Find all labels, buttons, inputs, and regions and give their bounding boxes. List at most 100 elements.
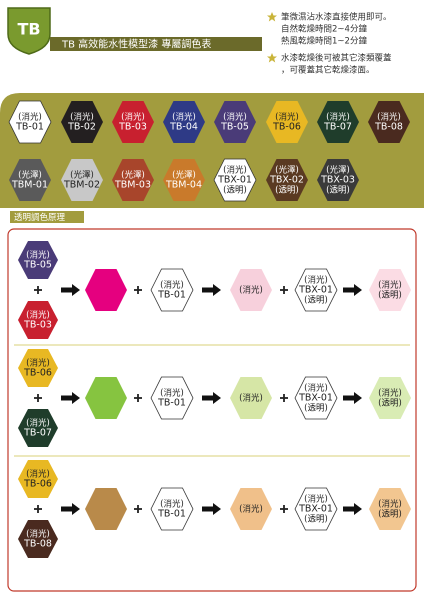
hex-finish: (消光) <box>239 393 263 404</box>
hexagon <box>230 377 272 419</box>
mix-hexagon <box>85 377 127 419</box>
logo-text: TB <box>17 20 40 39</box>
hex-code: TB-01 <box>157 290 186 301</box>
hexagon <box>317 159 359 201</box>
hex-note: (透明) <box>223 185 247 196</box>
star <box>267 53 277 63</box>
hexagon <box>163 101 205 143</box>
hex-note: (透明) <box>304 514 328 525</box>
hex-finish: (光澤) <box>172 170 196 181</box>
hex-note: (透明) <box>304 295 328 306</box>
star <box>267 12 277 22</box>
hex-finish: (消光) <box>26 358 50 369</box>
arrow <box>343 392 362 404</box>
hex-finish: (消光) <box>275 112 299 123</box>
section-bar <box>10 211 84 223</box>
hex-finish: (光澤) <box>275 165 299 176</box>
hex-code: TBX-03 <box>320 175 355 186</box>
hex-finish: (消光) <box>18 112 42 123</box>
hexagon <box>369 488 411 530</box>
hex-code: TBX-01 <box>298 393 333 404</box>
mix-hexagon <box>85 269 127 311</box>
palette-panel <box>0 93 424 208</box>
hexagon <box>61 159 103 201</box>
recipe-box <box>7 228 417 592</box>
arrow <box>61 503 80 515</box>
hex-code: TB-07 <box>323 122 352 133</box>
hex-code: TBM-03 <box>114 180 151 191</box>
hex-code: TBM-04 <box>165 180 202 191</box>
hex-finish: (消光) <box>304 275 328 286</box>
hex-code: TB-01 <box>157 398 186 409</box>
hexagon <box>266 101 308 143</box>
hex-finish: (消光) <box>239 504 263 515</box>
hex-finish: (消光) <box>70 112 94 123</box>
hexagon <box>369 269 411 311</box>
mix-hexagon <box>85 488 127 530</box>
arrow <box>61 392 80 404</box>
hex-code: TB-07 <box>23 428 52 439</box>
hex-note: (透明) <box>378 290 402 301</box>
content: 筆微濕沾水漆直接使用即可。自然乾燥時間2~4分鐘熱風乾燥時間1~2分鐘水漆乾燥後… <box>8 12 411 558</box>
note-line: 水漆乾燥後可被其它漆類覆蓋 <box>281 53 392 64</box>
hex-finish: (消光) <box>26 418 50 429</box>
hex-code: TB-08 <box>374 122 403 133</box>
hex-code: TBM-01 <box>11 180 48 191</box>
hex-code: TBX-01 <box>217 175 252 186</box>
hexagon <box>61 101 103 143</box>
hexagon <box>163 159 205 201</box>
hex-finish: (消光) <box>26 250 50 261</box>
hex-finish: (消光) <box>26 310 50 321</box>
hex-finish: (消光) <box>304 494 328 505</box>
hex-finish: (消光) <box>26 469 50 480</box>
hex-finish: (消光) <box>377 112 401 123</box>
hex-code: TB-04 <box>169 122 198 133</box>
arrow <box>343 503 362 515</box>
hexagon <box>150 268 194 312</box>
title-bar <box>50 37 262 51</box>
hex-code: TB-06 <box>23 368 52 379</box>
hex-code: TBX-01 <box>298 285 333 296</box>
hexagon <box>230 269 272 311</box>
hexagon <box>9 159 51 201</box>
hexagon <box>368 101 410 143</box>
hexagon <box>369 377 411 419</box>
hexagon <box>294 268 338 312</box>
hex-finish: (光澤) <box>121 170 145 181</box>
hex-code: TB-06 <box>272 122 301 133</box>
hex-code: TB-05 <box>23 260 52 271</box>
arrow <box>343 284 362 296</box>
hex-finish: (消光) <box>160 499 184 510</box>
hex-finish: (消光) <box>223 112 247 123</box>
hex-finish: (消光) <box>304 383 328 394</box>
hexagon <box>317 101 359 143</box>
hex-note: (透明) <box>378 509 402 520</box>
hex-code: TB-03 <box>118 122 147 133</box>
hex-code: TB-08 <box>23 539 52 550</box>
hex-code: TB-06 <box>23 479 52 490</box>
hex-finish: (消光) <box>378 499 402 510</box>
hexagon <box>112 159 154 201</box>
hexagon <box>213 158 257 202</box>
hexagon <box>112 101 154 143</box>
hex-finish: (消光) <box>378 388 402 399</box>
hex-finish: (消光) <box>326 112 350 123</box>
hexagon <box>18 409 58 447</box>
hexagon <box>150 487 194 531</box>
arrow <box>202 503 221 515</box>
hexagon <box>18 460 58 498</box>
hex-finish: (消光) <box>172 112 196 123</box>
hex-code: TB-01 <box>15 122 44 133</box>
hex-finish: (消光) <box>223 165 247 176</box>
hex-code: TB-05 <box>220 122 249 133</box>
title: TB 高效能水性模型漆 專屬調色表 <box>61 38 211 51</box>
note-line: 自然乾燥時間2~4分鐘 <box>281 24 367 35</box>
hex-finish: (消光) <box>239 285 263 296</box>
hex-note: (透明) <box>326 185 350 196</box>
note-line: 筆微濕沾水漆直接使用即可。 <box>281 12 392 23</box>
hex-code: TB-03 <box>23 320 52 331</box>
hexagon <box>266 159 308 201</box>
hex-finish: (光澤) <box>18 170 42 181</box>
